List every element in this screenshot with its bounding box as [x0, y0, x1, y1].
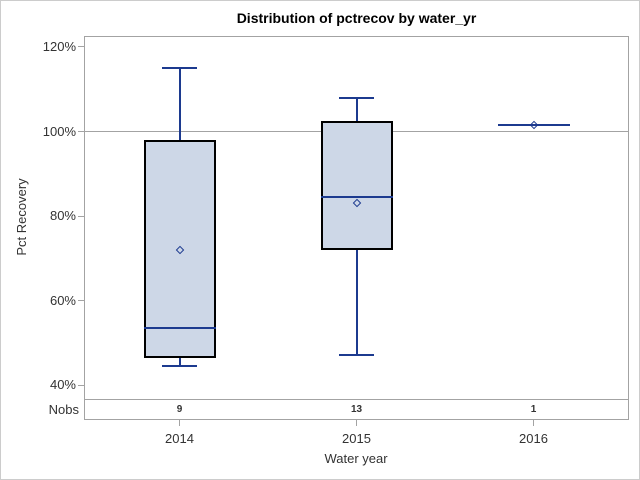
y-tick	[78, 215, 84, 217]
nobs-value-2015: 13	[350, 404, 363, 415]
nobs-row-label: Nobs	[48, 402, 79, 417]
whisker-cap-top-2014	[162, 67, 197, 70]
x-tick-label-2014: 2014	[165, 431, 194, 446]
whisker-upper-2015	[355, 97, 358, 121]
nobs-value-2016: 1	[530, 404, 537, 415]
y-tick	[78, 384, 84, 386]
median-line-2014	[143, 327, 216, 329]
y-axis-title: Pct Recovery	[14, 178, 29, 256]
y-tick	[78, 131, 84, 132]
whisker-lower-2014	[178, 357, 181, 367]
y-tick-label: 80%	[49, 208, 76, 224]
y-tick-label: 120%	[42, 38, 76, 54]
whisker-cap-bottom-2015	[339, 354, 374, 357]
x-axis-title: Water year	[324, 451, 388, 466]
y-tick-label: 60%	[49, 292, 76, 308]
nobs-value-2014: 9	[176, 404, 183, 415]
whisker-cap-bottom-2014	[162, 365, 197, 368]
box-2014	[143, 139, 216, 358]
y-tick-label: 40%	[49, 377, 76, 393]
nobs-row-divider	[85, 398, 628, 400]
box-2015	[320, 120, 393, 250]
x-tick	[533, 420, 534, 426]
whisker-upper-2014	[178, 68, 181, 140]
x-tick	[356, 420, 357, 426]
whisker-cap-top-2015	[339, 96, 374, 99]
y-tick	[78, 46, 84, 48]
chart-title: Distribution of pctrecov by water_yr	[236, 10, 477, 26]
median-line-2015	[320, 196, 393, 198]
median-line-2016	[497, 124, 570, 127]
y-tick	[78, 300, 84, 302]
y-tick-label: 100%	[42, 123, 76, 139]
whisker-lower-2015	[355, 249, 358, 356]
x-tick-label-2015: 2015	[342, 431, 371, 446]
x-tick	[179, 420, 180, 426]
x-tick-label-2016: 2016	[519, 431, 548, 446]
